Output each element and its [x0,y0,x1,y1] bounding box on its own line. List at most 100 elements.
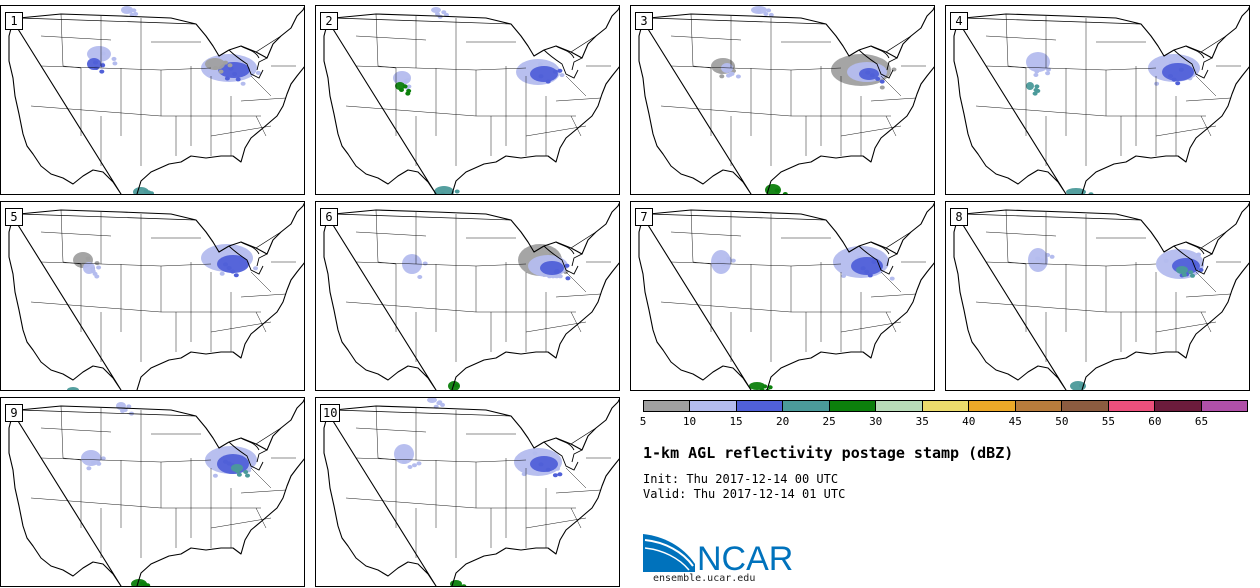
state-border [210,517,272,529]
valid-time: Valid: Thu 2017-12-14 01 UTC [643,487,845,501]
reflectivity-echo [1070,381,1086,390]
state-border [555,293,602,298]
reflectivity-cell [90,269,96,274]
member-number-label: 4 [950,12,968,30]
state-border [40,35,112,41]
reflectivity-cell [86,466,92,471]
reflectivity-echo [87,46,111,62]
reflectivity-cell [1039,258,1045,263]
reflectivity-cell [126,404,132,409]
member-panel-3: 3 [630,5,935,195]
reflectivity-cell [521,472,527,477]
colorbar-tick-label: 65 [1194,415,1209,428]
state-border [60,13,82,69]
conus-map [323,398,619,586]
state-border [355,427,427,433]
coastline [638,202,934,390]
great-lakes [858,241,898,275]
reflectivity-echo [205,58,225,70]
great-lakes [543,241,583,275]
colorbar-tick-label: 5 [639,415,647,428]
international-border [333,17,597,53]
reflectivity-cell [537,62,543,67]
colorbar-swatch [829,401,877,411]
reflectivity-echo [1026,82,1034,90]
reflectivity-cell [554,274,560,279]
reflectivity-cell [232,72,238,76]
colorbar-swatch [876,401,923,411]
reflectivity-echo [217,255,249,273]
reflectivity-cell [762,384,768,389]
state-border [375,13,397,69]
member-panel-1: 1 [0,5,305,195]
state-border [670,231,742,237]
member-number-label: 8 [950,208,968,226]
reflectivity-cell [1045,71,1051,76]
conus-map [323,6,619,194]
conus-map [8,6,304,194]
reflectivity-cell [440,192,446,194]
reflectivity-cell [766,8,772,13]
state-border [255,311,267,333]
state-border [355,231,427,237]
init-value: Thu 2017-12-14 00 UTC [686,472,839,486]
reflectivity-cell [406,88,412,93]
reflectivity-cell [552,69,558,74]
reflectivity-cell [1178,67,1184,72]
reflectivity-cell [226,461,232,466]
reflectivity-cell [453,383,459,388]
state-border [250,75,272,97]
colorbar-tick-label: 10 [682,415,697,428]
reflectivity-echo [427,398,437,403]
conus-map [8,398,304,586]
reflectivity-echo [394,444,414,464]
logo-url: ensemble.ucar.edu [653,573,756,584]
state-border [570,507,582,529]
reflectivity-cell [726,256,732,261]
colorbar-swatch [783,401,830,411]
reflectivity-cell [245,473,250,478]
state-border [1185,97,1232,102]
reflectivity-cell [565,276,571,281]
great-lakes [1173,241,1213,275]
reflectivity-colorbar [643,400,1248,412]
state-border [870,97,917,102]
reflectivity-cell [1035,88,1041,93]
state-border [355,35,427,41]
state-border [885,311,897,333]
reflectivity-cell [841,273,847,278]
reflectivity-cell [402,84,408,89]
reflectivity-cell [774,188,780,193]
reflectivity-cell [545,467,551,472]
reflectivity-cell [719,74,725,79]
reflectivity-echo [749,382,765,390]
colorbar-tick-label: 60 [1148,415,1162,428]
member-number-label: 9 [5,404,23,422]
reflectivity-cell [236,472,242,477]
great-lakes [228,437,268,471]
reflectivity-cell [227,63,233,68]
reflectivity-echo [530,66,558,82]
valid-value: Thu 2017-12-14 01 UTC [693,487,846,501]
state-border [355,457,527,463]
colorbar-tick-label: 40 [962,415,976,428]
reflectivity-cell [218,69,224,74]
reflectivity-cell [233,273,239,278]
reflectivity-echo [434,186,454,194]
reflectivity-cell [869,73,875,78]
reflectivity-cell [557,472,563,477]
reflectivity-cell [564,263,570,268]
state-border [40,261,212,267]
reflectivity-cell [879,85,885,90]
reflectivity-cell [782,192,788,194]
state-border [240,489,287,494]
conus-map [953,202,1249,390]
state-border [345,105,516,117]
reflectivity-cell [553,270,559,274]
reflectivity-cell [85,256,91,261]
reflectivity-echo [67,387,79,390]
state-border [30,301,201,313]
member-panel-10: 10 [315,397,620,587]
great-lakes [228,241,268,275]
reflectivity-cell [99,69,105,74]
